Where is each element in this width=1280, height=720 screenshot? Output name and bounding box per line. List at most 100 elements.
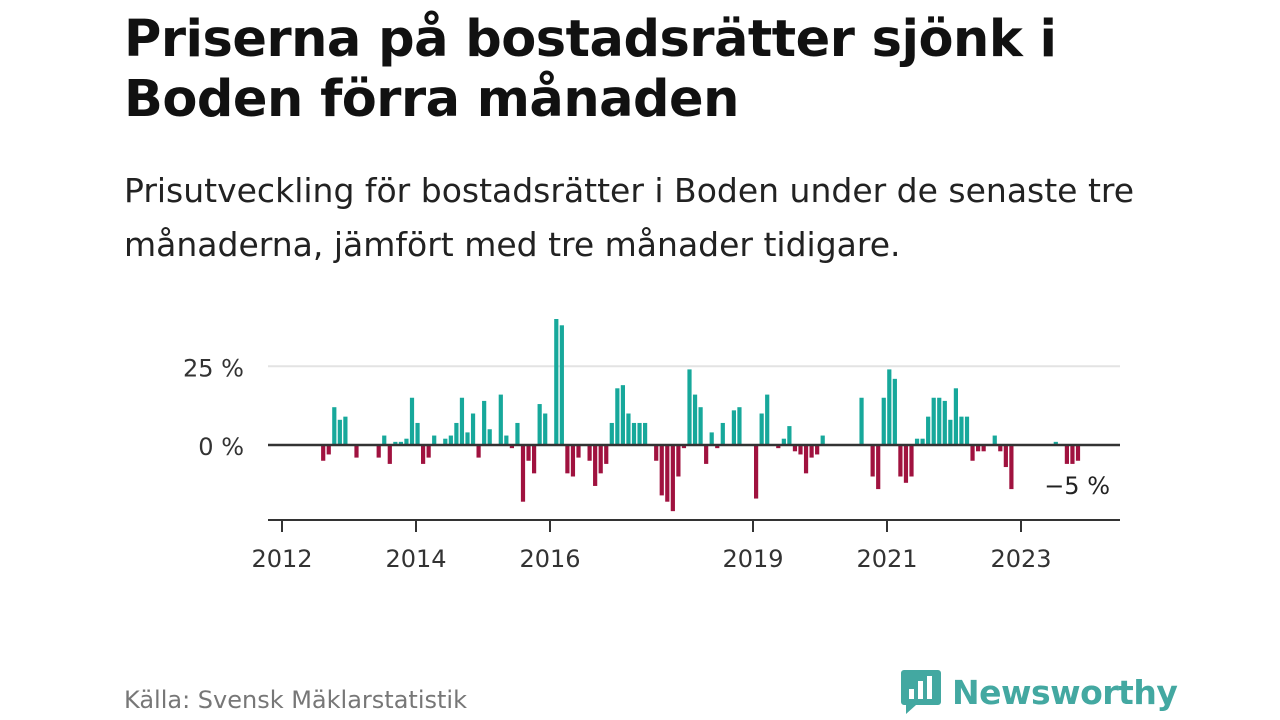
bar-67 xyxy=(681,445,687,449)
bar-2 xyxy=(321,445,326,461)
bar-87 xyxy=(792,445,798,452)
bar-55 xyxy=(615,388,620,445)
x-tick-label: 2014 xyxy=(385,545,446,573)
bar-60 xyxy=(643,422,648,445)
y-tick-label: 25 % xyxy=(183,354,244,382)
newsworthy-logo: Newsworthy xyxy=(900,668,1178,716)
bar-6 xyxy=(343,416,348,445)
bar-106 xyxy=(898,445,903,477)
bar-46 xyxy=(565,445,570,474)
bar-117 xyxy=(959,416,964,445)
bar-40 xyxy=(532,445,537,474)
chart-subtitle: Prisutveckling för bostadsrätter i Boden… xyxy=(124,171,1135,264)
bar-101 xyxy=(870,445,875,477)
x-tick-label: 2016 xyxy=(519,545,580,573)
bar-63 xyxy=(659,445,664,496)
bar-30 xyxy=(476,445,481,458)
bar-71 xyxy=(704,445,709,464)
bar-35 xyxy=(504,435,509,445)
x-tick-label: 2023 xyxy=(990,545,1051,573)
last-value-label: −5 % xyxy=(1044,472,1110,500)
bar-115 xyxy=(948,419,953,445)
bar-57 xyxy=(626,413,631,445)
bar-28 xyxy=(465,432,470,445)
bar-5 xyxy=(337,419,342,445)
bar-25 xyxy=(448,435,453,445)
bar-58 xyxy=(631,422,637,445)
bar-70 xyxy=(698,407,703,445)
bar-118 xyxy=(964,416,970,445)
bar-108 xyxy=(909,445,914,477)
bar-24 xyxy=(443,438,448,445)
bar-112 xyxy=(931,397,936,445)
bar-107 xyxy=(903,445,909,483)
bar-120 xyxy=(976,445,981,452)
bar-65 xyxy=(670,445,675,512)
bar-47 xyxy=(570,445,576,477)
bar-45 xyxy=(559,325,564,445)
bar-48 xyxy=(576,445,581,458)
bar-15 xyxy=(393,441,398,445)
bar-20 xyxy=(421,445,426,464)
bar-121 xyxy=(981,445,986,452)
bar-21 xyxy=(426,445,431,458)
bar-91 xyxy=(815,445,820,455)
bar-92 xyxy=(820,435,825,445)
bar-chart-logo-icon xyxy=(901,670,941,714)
bar-51 xyxy=(593,445,598,486)
bar-36 xyxy=(509,445,514,449)
bar-137 xyxy=(1070,445,1075,464)
bar-26 xyxy=(454,422,459,445)
x-tick-label: 2019 xyxy=(722,545,783,573)
bar-116 xyxy=(953,388,958,445)
bar-69 xyxy=(692,394,698,445)
chart-title: Priserna på bostadsrätter sjönk i Boden … xyxy=(124,10,1057,129)
x-tick-label: 2021 xyxy=(856,545,917,573)
x-tick-label: 2012 xyxy=(251,545,312,573)
bar-18 xyxy=(409,397,415,445)
bar-64 xyxy=(665,445,670,502)
labels-layer: 25 % 0 % 2012 2014 2016 2019 2021 2023 −5 % xyxy=(183,354,1110,573)
bars-layer xyxy=(321,319,1081,512)
bar-126 xyxy=(1009,445,1014,490)
bar-85 xyxy=(781,438,786,445)
bar-102 xyxy=(876,445,881,490)
bar-111 xyxy=(926,416,931,445)
bar-50 xyxy=(587,445,592,461)
bar-54 xyxy=(609,422,614,445)
bar-104 xyxy=(887,369,892,445)
bar-62 xyxy=(654,445,659,461)
bar-14 xyxy=(387,445,392,464)
bar-52 xyxy=(598,445,603,474)
bar-81 xyxy=(759,413,764,445)
y-tick-label: 0 % xyxy=(198,433,244,461)
bar-114 xyxy=(942,400,947,445)
bar-17 xyxy=(404,438,409,445)
bar-22 xyxy=(432,435,437,445)
bar-103 xyxy=(881,397,886,445)
bar-38 xyxy=(520,445,526,502)
bar-89 xyxy=(803,445,809,474)
bar-59 xyxy=(637,422,642,445)
source-note: Källa: Svensk Mäklarstatistik xyxy=(124,686,467,714)
bar-134 xyxy=(1053,441,1058,445)
bar-41 xyxy=(537,404,542,445)
bar-13 xyxy=(382,435,387,445)
bar-3 xyxy=(326,445,331,455)
bar-84 xyxy=(776,445,781,449)
bar-12 xyxy=(376,445,381,458)
bar-123 xyxy=(992,435,997,445)
bar-113 xyxy=(937,397,942,445)
bar-42 xyxy=(543,413,548,445)
bar-19 xyxy=(415,422,420,445)
bar-73 xyxy=(715,445,720,449)
bar-34 xyxy=(498,394,503,445)
brand-name: Newsworthy xyxy=(952,672,1178,712)
bar-29 xyxy=(470,413,476,445)
bar-77 xyxy=(737,407,742,445)
bar-68 xyxy=(687,369,692,445)
bar-76 xyxy=(731,410,736,445)
bar-32 xyxy=(487,429,492,445)
bar-119 xyxy=(970,445,975,461)
bar-109 xyxy=(914,438,920,445)
